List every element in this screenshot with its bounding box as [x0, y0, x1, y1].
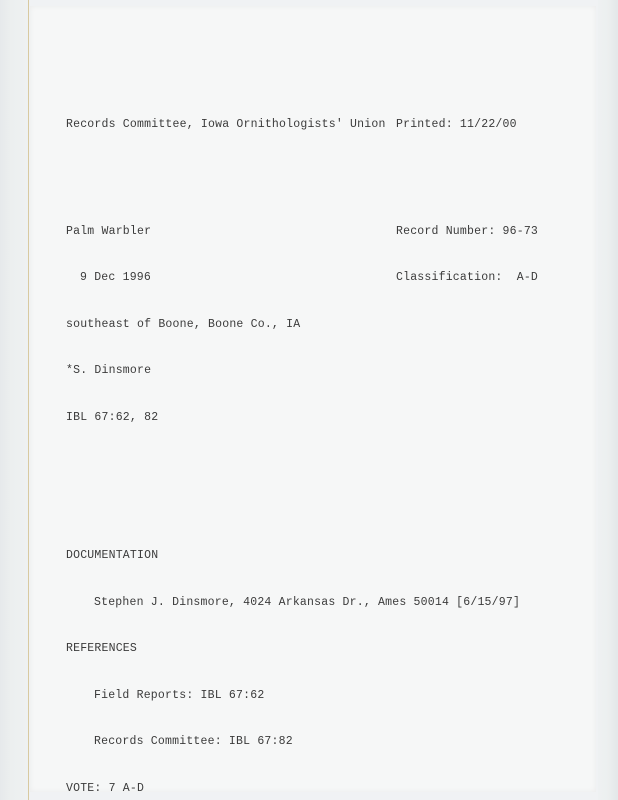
scan-edge-left — [0, 0, 29, 800]
scan-background: Records Committee, Iowa Ornithologists' … — [0, 0, 618, 800]
documentation-block: DOCUMENTATION Stephen J. Dinsmore, 4024 … — [66, 517, 566, 800]
printed-line: Printed: 11/22/00 — [396, 117, 566, 133]
location: southeast of Boone, Boone Co., IA — [66, 317, 566, 333]
references-records-committee: Records Committee: IBL 67:82 — [66, 734, 566, 750]
record-date: 9 Dec 1996 — [66, 270, 151, 286]
header-row: Records Committee, Iowa Ornithologists' … — [66, 117, 566, 133]
date-row: 9 Dec 1996 Classification: A-D — [66, 270, 566, 286]
species-row: Palm Warbler Record Number: 96-73 — [66, 224, 566, 240]
record-block: Palm Warbler Record Number: 96-73 9 Dec … — [66, 193, 566, 457]
documentation-line: Stephen J. Dinsmore, 4024 Arkansas Dr., … — [66, 595, 566, 611]
record-number: Record Number: 96-73 — [396, 224, 566, 240]
species: Palm Warbler — [66, 224, 151, 240]
org-line: Records Committee, Iowa Ornithologists' … — [66, 117, 386, 133]
classification: Classification: A-D — [396, 270, 566, 286]
ibl-ref: IBL 67:62, 82 — [66, 410, 566, 426]
vote-heading: VOTE: 7 A-D — [66, 781, 566, 797]
scan-edge-right — [598, 0, 618, 800]
document-page: Records Committee, Iowa Ornithologists' … — [30, 6, 596, 792]
document-text: Records Committee, Iowa Ornithologists' … — [66, 70, 566, 800]
references-field-reports: Field Reports: IBL 67:62 — [66, 688, 566, 704]
references-heading: REFERENCES — [66, 641, 566, 657]
documentation-heading: DOCUMENTATION — [66, 548, 566, 564]
observer: *S. Dinsmore — [66, 363, 566, 379]
